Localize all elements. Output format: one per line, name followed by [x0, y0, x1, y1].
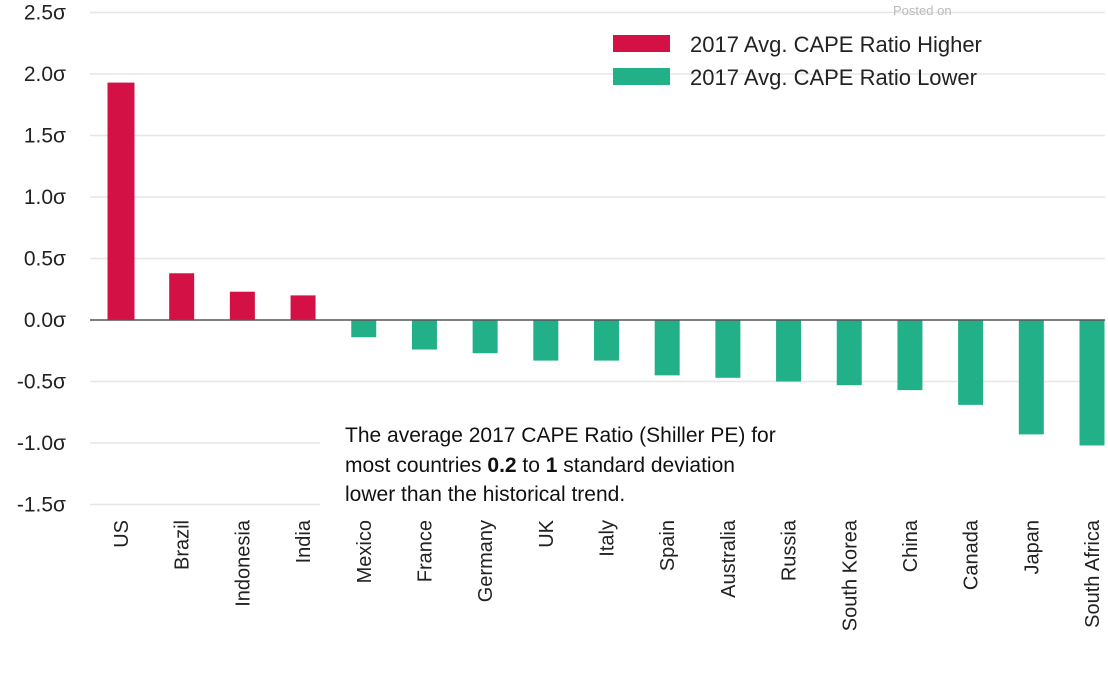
x-tick-label: Japan [1021, 520, 1043, 575]
annotation-bold-high: 1 [546, 454, 558, 477]
y-tick-label: 0.5σ [24, 248, 66, 271]
bar-russia [776, 320, 802, 382]
x-tick-label: France [414, 520, 436, 582]
legend-swatch-higher [613, 35, 670, 52]
y-tick-label: -1.5σ [17, 494, 66, 517]
bar-spain [654, 320, 680, 376]
bar-us [107, 82, 135, 320]
x-tick-label: Spain [657, 520, 679, 571]
bar-india [290, 295, 316, 320]
bar-south-korea [836, 320, 862, 386]
legend-swatch-lower [613, 68, 670, 85]
annotation-bold-low: 0.2 [487, 454, 516, 477]
x-tick-label: Germany [475, 520, 497, 602]
x-tick-label: Australia [718, 519, 740, 598]
bar-south-africa [1079, 320, 1105, 446]
bar-france [411, 320, 437, 350]
legend-label-lower: 2017 Avg. CAPE Ratio Lower [690, 65, 977, 90]
x-tick-label: South Africa [1082, 519, 1104, 628]
x-tick-label: Brazil [172, 520, 194, 570]
bar-china [897, 320, 923, 391]
y-tick-label: -0.5σ [17, 371, 66, 394]
x-tick-label: China [900, 519, 922, 572]
x-axis-categories: US Brazil Indonesia India Mexico France German… [111, 519, 1104, 631]
legend-label-higher: 2017 Avg. CAPE Ratio Higher [690, 32, 982, 57]
bar-germany [472, 320, 498, 354]
bar-canada [958, 320, 984, 405]
bars [107, 82, 1105, 446]
annotation-line-3: lower than the historical trend. [345, 483, 625, 506]
annotation-line-2: most countries 0.2 to 1 standard deviati… [345, 454, 735, 477]
gridlines [90, 11, 1105, 506]
x-tick-label: Canada [961, 519, 983, 590]
x-tick-label: India [293, 519, 315, 563]
bar-indonesia [229, 291, 255, 320]
y-tick-label: 1.5σ [24, 125, 66, 148]
x-tick-label: Mexico [354, 520, 376, 583]
annotation-text: to [517, 454, 546, 477]
annotation-text: most countries [345, 454, 487, 477]
x-tick-label: UK [536, 519, 558, 547]
y-tick-label: 2.5σ [24, 2, 66, 25]
y-tick-label: 0.0σ [24, 309, 66, 332]
annotation-text: standard deviation [557, 454, 734, 477]
x-tick-label: US [111, 520, 133, 548]
y-axis-ticks: 2.5σ 2.0σ 1.5σ 1.0σ 0.5σ 0.0σ -0.5σ -1.0σ -1.5σ [17, 2, 66, 517]
x-tick-label: Italy [597, 520, 619, 557]
bar-brazil [169, 273, 195, 320]
y-tick-label: -1.0σ [17, 432, 66, 455]
x-tick-label: South Korea [839, 519, 861, 631]
watermark: Posted on [893, 3, 952, 18]
bar-japan [1018, 320, 1044, 435]
x-tick-label: Indonesia [232, 519, 254, 607]
annotation-line-1: The average 2017 CAPE Ratio (Shiller PE)… [345, 424, 776, 447]
annotation: The average 2017 CAPE Ratio (Shiller PE)… [345, 424, 776, 506]
bar-mexico [351, 320, 377, 338]
y-tick-label: 1.0σ [24, 186, 66, 209]
bar-italy [594, 320, 619, 361]
bar-australia [715, 320, 741, 378]
y-tick-label: 2.0σ [24, 63, 66, 86]
legend: 2017 Avg. CAPE Ratio Higher 2017 Avg. CA… [613, 32, 982, 90]
x-tick-label: Russia [779, 519, 801, 581]
bar-uk [533, 320, 559, 361]
